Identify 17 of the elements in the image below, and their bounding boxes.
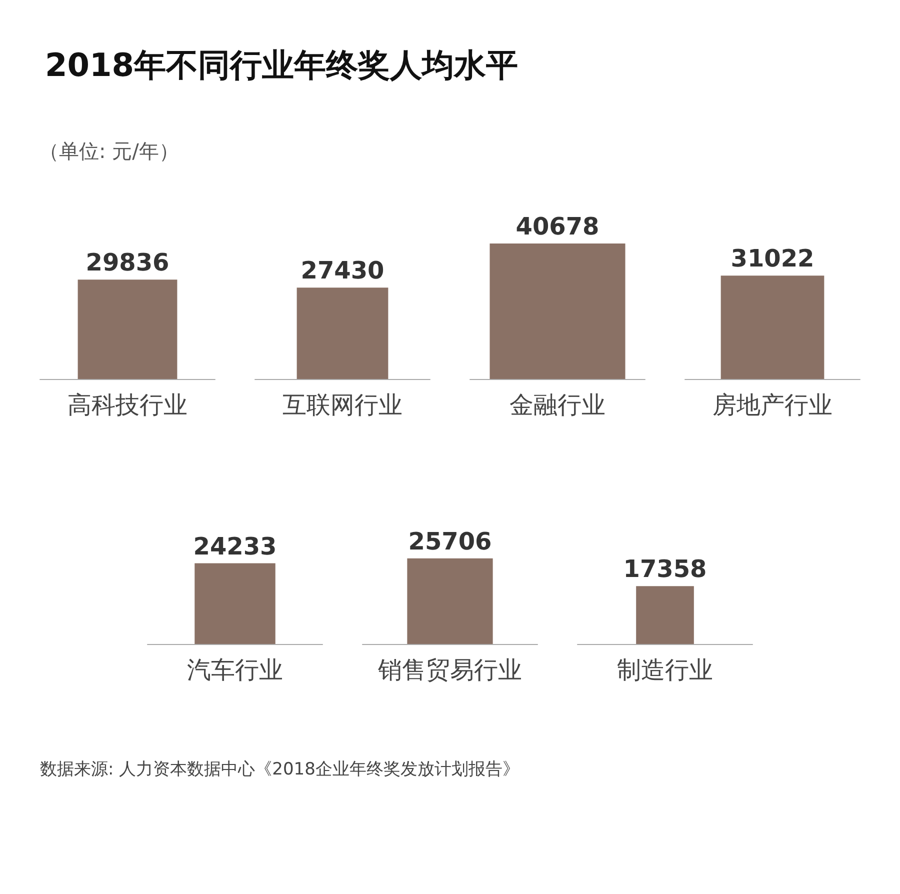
x-tick-label: 销售贸易行业	[377, 656, 522, 684]
data-label: 25706	[408, 527, 492, 556]
x-tick-label: 互联网行业	[282, 391, 402, 419]
data-label: 29836	[86, 248, 170, 277]
chart-subtitle: （单位: 元/年）	[39, 139, 179, 163]
data-label: 17358	[623, 555, 707, 584]
source-note: 数据来源: 人力资本数据中心《2018企业年终奖发放计划报告》	[40, 760, 520, 780]
data-label: 27430	[300, 256, 384, 285]
x-tick-label: 制造行业	[617, 656, 713, 684]
x-tick-label: 汽车行业	[187, 656, 283, 684]
chart-title: 2018年不同行业年终奖人均水平	[45, 46, 518, 84]
data-label: 31022	[730, 244, 814, 273]
data-label: 24233	[193, 532, 277, 560]
data-label: 40678	[516, 212, 600, 240]
x-tick-label: 金融行业	[510, 391, 606, 419]
x-tick-label: 房地产行业	[712, 391, 832, 419]
x-tick-label: 高科技行业	[68, 391, 188, 419]
